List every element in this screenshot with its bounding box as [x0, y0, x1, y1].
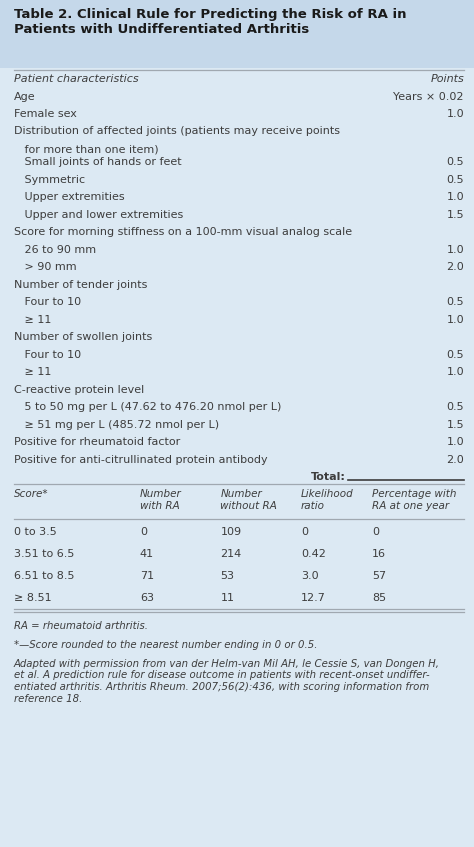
- Text: Age: Age: [14, 91, 36, 102]
- Text: 5 to 50 mg per L (47.62 to 476.20 nmol per L): 5 to 50 mg per L (47.62 to 476.20 nmol p…: [14, 402, 282, 412]
- Text: Score for morning stiffness on a 100-mm visual analog scale: Score for morning stiffness on a 100-mm …: [14, 227, 352, 237]
- Text: 1.0: 1.0: [447, 437, 464, 447]
- Text: Score*: Score*: [14, 490, 49, 500]
- Text: 6.51 to 8.5: 6.51 to 8.5: [14, 572, 74, 581]
- Text: ≥ 51 mg per L (485.72 nmol per L): ≥ 51 mg per L (485.72 nmol per L): [14, 419, 219, 429]
- Text: 63: 63: [140, 594, 154, 603]
- Text: 3.51 to 6.5: 3.51 to 6.5: [14, 550, 74, 559]
- Text: Four to 10: Four to 10: [14, 350, 81, 360]
- Text: 0.5: 0.5: [447, 174, 464, 185]
- Text: Total:: Total:: [311, 472, 346, 482]
- Text: 2.0: 2.0: [446, 455, 464, 465]
- Text: 2.0: 2.0: [446, 262, 464, 272]
- Text: C-reactive protein level: C-reactive protein level: [14, 385, 144, 395]
- Text: 3.0: 3.0: [301, 572, 319, 581]
- Text: ≥ 11: ≥ 11: [14, 367, 51, 377]
- Text: 0 to 3.5: 0 to 3.5: [14, 528, 57, 537]
- Text: for more than one item): for more than one item): [14, 144, 159, 154]
- Text: 0.5: 0.5: [447, 158, 464, 167]
- Text: 0.5: 0.5: [447, 402, 464, 412]
- Text: ≥ 8.51: ≥ 8.51: [14, 594, 52, 603]
- Text: Symmetric: Symmetric: [14, 174, 85, 185]
- Text: 41: 41: [140, 550, 154, 559]
- Text: > 90 mm: > 90 mm: [14, 262, 77, 272]
- Text: Points: Points: [430, 74, 464, 84]
- Text: Small joints of hands or feet: Small joints of hands or feet: [14, 158, 182, 167]
- Text: 53: 53: [220, 572, 235, 581]
- Text: 0.42: 0.42: [301, 550, 326, 559]
- Text: Patient characteristics: Patient characteristics: [14, 74, 138, 84]
- Text: 1.5: 1.5: [447, 419, 464, 429]
- Text: Number of swollen joints: Number of swollen joints: [14, 332, 152, 342]
- Text: 109: 109: [220, 528, 242, 537]
- Text: 0: 0: [372, 528, 379, 537]
- Text: *—Score rounded to the nearest number ending in 0 or 0.5.: *—Score rounded to the nearest number en…: [14, 639, 318, 650]
- Text: 71: 71: [140, 572, 154, 581]
- Text: ≥ 11: ≥ 11: [14, 314, 51, 324]
- Text: Positive for rheumatoid factor: Positive for rheumatoid factor: [14, 437, 180, 447]
- Text: 57: 57: [372, 572, 386, 581]
- Text: 0: 0: [140, 528, 147, 537]
- Text: Number
without RA: Number without RA: [220, 490, 277, 511]
- Text: Female sex: Female sex: [14, 109, 77, 119]
- Text: 1.0: 1.0: [447, 314, 464, 324]
- Text: Number
with RA: Number with RA: [140, 490, 182, 511]
- Text: Upper extremities: Upper extremities: [14, 192, 125, 202]
- Text: 11: 11: [220, 594, 235, 603]
- Text: 0.5: 0.5: [447, 350, 464, 360]
- Text: 26 to 90 mm: 26 to 90 mm: [14, 245, 96, 255]
- Text: Upper and lower extremities: Upper and lower extremities: [14, 209, 183, 219]
- Text: 1.0: 1.0: [447, 109, 464, 119]
- Text: 0: 0: [301, 528, 308, 537]
- Text: 214: 214: [220, 550, 242, 559]
- Text: 85: 85: [372, 594, 386, 603]
- Bar: [0, 0, 474, 68]
- Text: 1.0: 1.0: [447, 192, 464, 202]
- Text: Distribution of affected joints (patients may receive points: Distribution of affected joints (patient…: [14, 126, 340, 136]
- Text: Likelihood
ratio: Likelihood ratio: [301, 490, 354, 511]
- Text: 1.5: 1.5: [447, 209, 464, 219]
- Text: Four to 10: Four to 10: [14, 297, 81, 307]
- Text: 12.7: 12.7: [301, 594, 326, 603]
- Text: Percentage with
RA at one year: Percentage with RA at one year: [372, 490, 456, 511]
- Text: Adapted with permission from van der Helm-van Mil AH, le Cessie S, van Dongen H,: Adapted with permission from van der Hel…: [14, 659, 440, 704]
- Text: Positive for anti-citrullinated protein antibody: Positive for anti-citrullinated protein …: [14, 455, 268, 465]
- Text: Table 2. Clinical Rule for Predicting the Risk of RA in
Patients with Undifferen: Table 2. Clinical Rule for Predicting th…: [14, 8, 407, 36]
- Text: 1.0: 1.0: [447, 367, 464, 377]
- Text: RA = rheumatoid arthritis.: RA = rheumatoid arthritis.: [14, 621, 148, 631]
- Text: 16: 16: [372, 550, 386, 559]
- Text: Number of tender joints: Number of tender joints: [14, 280, 147, 290]
- Text: Years × 0.02: Years × 0.02: [393, 91, 464, 102]
- Text: 1.0: 1.0: [447, 245, 464, 255]
- Text: 0.5: 0.5: [447, 297, 464, 307]
